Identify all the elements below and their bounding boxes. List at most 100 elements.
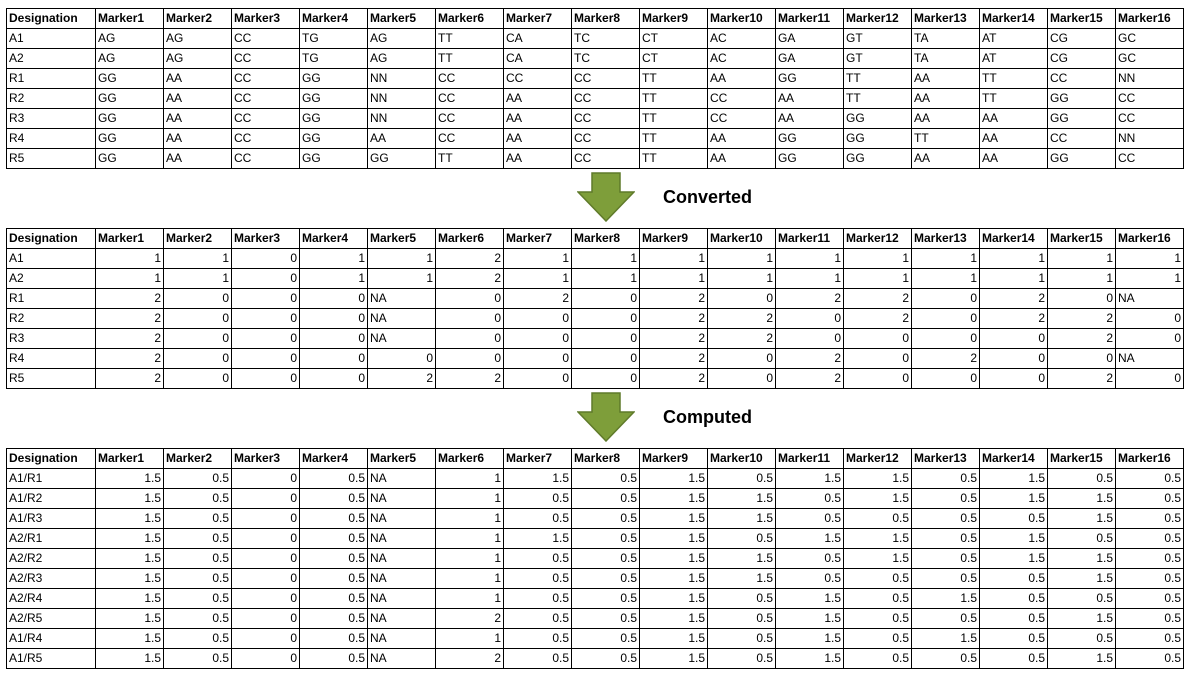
table-cell: 2 — [1047, 308, 1116, 329]
table-cell: 0.5 — [163, 628, 232, 649]
table-cell: NA — [367, 488, 436, 509]
table-cell: 0.5 — [979, 648, 1048, 669]
table-cell: 1 — [435, 568, 504, 589]
table-cell: 0 — [775, 328, 844, 349]
table-cell: 0.5 — [707, 468, 776, 489]
table-cell: 0 — [231, 308, 300, 329]
table-cell: TT — [911, 128, 980, 149]
table-cell: 0.5 — [571, 548, 640, 569]
column-header: Marker7 — [503, 448, 572, 469]
table-cell: 0 — [503, 328, 572, 349]
table-cell: 1.5 — [775, 468, 844, 489]
table-cell: 0.5 — [843, 568, 912, 589]
table-cell: GC — [1115, 28, 1184, 49]
table-cell: 0 — [503, 348, 572, 369]
table-cell: GG — [299, 148, 368, 169]
table-cell: 0.5 — [707, 648, 776, 669]
table-cell: 1 — [707, 248, 776, 269]
table-cell: GG — [95, 68, 164, 89]
table-cell: 0.5 — [503, 628, 572, 649]
row-designation-cell: A1/R4 — [6, 628, 96, 649]
table-row: A2/R3 1.5 0.5 0 0.5 NA 1 0.5 0.5 1.5 1.5 0.5 0.5 0.5 0… — [6, 568, 1184, 589]
table-cell: 0 — [231, 588, 300, 609]
table-row: R1 GG AA CC GG NN CC CC CC TT AA GG TT AA TT CC NN — [6, 68, 1184, 89]
table-row: A2/R1 1.5 0.5 0 0.5 NA 1 1.5 0.5 1.5 0.5 1.5 1.5 0.5 1… — [6, 528, 1184, 549]
table-cell: 0.5 — [843, 628, 912, 649]
table-row: R4 GG AA CC GG AA CC AA CC TT AA GG GG TT AA CC NN — [6, 128, 1184, 149]
table-cell: 0.5 — [163, 548, 232, 569]
table-cell: NN — [1115, 128, 1184, 149]
column-header: Marker8 — [571, 228, 640, 249]
table-cell: 0.5 — [775, 568, 844, 589]
column-header: Marker15 — [1047, 448, 1116, 469]
column-header: Marker11 — [775, 8, 844, 29]
table-cell: 0 — [911, 308, 980, 329]
column-header: Marker6 — [435, 228, 504, 249]
column-header: Marker13 — [911, 228, 980, 249]
table-cell: 0.5 — [911, 468, 980, 489]
table-cell: 1 — [435, 508, 504, 529]
table-cell: NA — [367, 648, 436, 669]
table-cell: 1 — [1047, 268, 1116, 289]
table-cell: CC — [571, 108, 640, 129]
table-cell: CT — [639, 48, 708, 69]
table-cell: 0 — [1115, 308, 1184, 329]
table-cell: 0.5 — [163, 588, 232, 609]
table-cell: 0 — [231, 268, 300, 289]
table-cell: 0 — [435, 328, 504, 349]
table-cell: 1.5 — [639, 548, 708, 569]
table-cell: AG — [367, 28, 436, 49]
table-cell: 0.5 — [911, 648, 980, 669]
table-cell: CG — [1047, 48, 1116, 69]
table-cell: GG — [843, 148, 912, 169]
table-cell: TT — [843, 88, 912, 109]
table-cell: 1.5 — [979, 468, 1048, 489]
table-cell: 0.5 — [163, 508, 232, 529]
table-cell: CC — [1115, 88, 1184, 109]
table-cell: 0 — [163, 328, 232, 349]
table-row: A2 1 1 0 1 1 2 1 1 1 1 1 1 1 1 1 1 — [6, 268, 1184, 289]
table-row: R3 2 0 0 0 NA 0 0 0 2 2 0 0 0 0 2 0 — [6, 328, 1184, 349]
table-cell: NN — [367, 68, 436, 89]
table-cell: AT — [979, 48, 1048, 69]
table-cell: 0 — [231, 528, 300, 549]
table-cell: 0.5 — [299, 608, 368, 629]
table-cell: 0.5 — [1115, 548, 1184, 569]
row-designation-cell: A1/R3 — [6, 508, 96, 529]
row-designation-cell: A2/R4 — [6, 588, 96, 609]
table-cell: 0 — [1047, 348, 1116, 369]
table-cell: AG — [163, 48, 232, 69]
column-header: Marker3 — [231, 228, 300, 249]
table-cell: AA — [911, 68, 980, 89]
table-cell: 0.5 — [299, 488, 368, 509]
table-cell: 1.5 — [95, 608, 164, 629]
column-header: Marker8 — [571, 448, 640, 469]
table-cell: 0 — [299, 288, 368, 309]
table-cell: 0.5 — [707, 628, 776, 649]
table-cell: 0.5 — [1115, 528, 1184, 549]
table-cell: TT — [639, 108, 708, 129]
column-header: Marker9 — [639, 8, 708, 29]
table-cell: 0.5 — [299, 568, 368, 589]
table-cell: 1 — [163, 248, 232, 269]
table-cell: 0 — [435, 288, 504, 309]
table-cell: 1.5 — [843, 488, 912, 509]
table-cell: 0 — [707, 288, 776, 309]
table-cell: AA — [979, 128, 1048, 149]
table-cell: 1 — [911, 268, 980, 289]
table-cell: TT — [639, 128, 708, 149]
table-cell: GG — [775, 128, 844, 149]
table-cell: AA — [707, 68, 776, 89]
table-cell: 0 — [435, 308, 504, 329]
table-cell: 1.5 — [979, 488, 1048, 509]
table-cell: GG — [299, 128, 368, 149]
table-cell: TT — [843, 68, 912, 89]
table-cell: 0.5 — [843, 508, 912, 529]
column-header: Marker5 — [367, 228, 436, 249]
table-cell: 2 — [95, 308, 164, 329]
table-cell: NA — [367, 588, 436, 609]
table-cell: 0 — [707, 368, 776, 389]
row-designation-cell: A2/R2 — [6, 548, 96, 569]
row-designation-cell: R1 — [6, 68, 96, 89]
table-cell: AA — [979, 148, 1048, 169]
